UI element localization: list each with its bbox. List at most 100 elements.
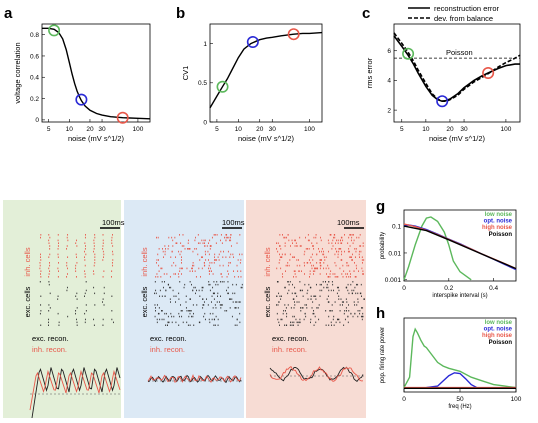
spike-mark-exc <box>189 298 191 300</box>
spike-mark-inh <box>362 270 364 272</box>
spike-mark-inh <box>186 267 188 270</box>
y-tick-label: 0.8 <box>30 32 39 39</box>
spike-mark-exc <box>331 304 333 306</box>
spike-mark-exc <box>292 283 293 286</box>
y-tick-label: 0 <box>203 119 207 126</box>
spike-mark-inh <box>229 256 231 258</box>
spike-mark-inh <box>155 262 157 264</box>
spike-mark-inh <box>111 276 112 278</box>
spike-mark-inh <box>313 264 314 267</box>
spike-mark-exc <box>103 292 105 295</box>
spike-mark-inh <box>350 239 352 242</box>
reconstruction-trace <box>29 369 121 411</box>
spike-mark-inh <box>345 276 347 278</box>
spike-mark-inh <box>240 276 242 278</box>
spike-mark-exc <box>154 315 156 318</box>
spike-mark-inh <box>301 270 302 272</box>
series-line <box>42 27 151 120</box>
spike-mark-inh <box>200 276 201 278</box>
spike-mark-exc <box>331 281 333 283</box>
spike-mark-exc <box>338 289 340 292</box>
spike-mark-inh <box>192 267 193 270</box>
spike-mark-inh <box>40 276 42 278</box>
spike-mark-inh <box>225 236 227 239</box>
spike-mark-exc <box>48 281 50 283</box>
spike-mark-exc <box>199 321 201 324</box>
spike-mark-inh <box>236 264 238 267</box>
spike-mark-exc <box>84 312 86 315</box>
spike-mark-inh <box>58 270 59 272</box>
spike-mark-inh <box>348 236 350 239</box>
spike-mark-inh <box>208 267 209 270</box>
spike-mark-inh <box>158 259 159 261</box>
spike-mark-exc <box>215 307 217 309</box>
spike-mark-inh <box>334 253 336 256</box>
spike-mark-inh <box>330 234 332 236</box>
axes-box-b <box>209 23 323 123</box>
spike-mark-exc <box>360 315 362 318</box>
spike-mark-inh <box>102 250 104 253</box>
spike-mark-inh <box>350 273 351 275</box>
spike-mark-inh <box>85 253 87 256</box>
spike-mark-inh <box>208 242 209 244</box>
spike-mark-exc <box>161 281 163 283</box>
spike-mark-exc <box>294 286 296 289</box>
spike-mark-exc <box>330 310 332 312</box>
spike-mark-inh <box>363 259 365 261</box>
x-tick-label: 30 <box>460 126 468 133</box>
y-tick-label: 0 <box>35 117 39 124</box>
spike-mark-exc <box>297 321 299 324</box>
spike-mark-exc <box>296 295 298 297</box>
spike-mark-inh <box>334 273 336 275</box>
spike-mark-exc <box>188 310 190 312</box>
spike-mark-exc <box>281 318 283 321</box>
spike-mark-inh <box>226 236 228 239</box>
y-axis-label: rms error <box>365 57 374 88</box>
spike-mark-exc <box>347 315 349 318</box>
spike-mark-inh <box>172 239 174 242</box>
spike-mark-inh <box>296 264 298 267</box>
spike-mark-exc <box>293 321 295 324</box>
spike-mark-exc <box>214 304 216 306</box>
spike-mark-inh <box>192 264 193 267</box>
spike-mark-inh <box>291 239 293 242</box>
spike-mark-exc <box>103 286 105 289</box>
spike-mark-exc <box>332 318 334 321</box>
spike-mark-inh <box>327 239 329 242</box>
spike-mark-inh <box>220 234 222 236</box>
spike-mark-inh <box>285 270 286 272</box>
spike-mark-exc <box>305 304 307 306</box>
spike-mark-exc <box>338 298 340 300</box>
spike-mark-exc <box>361 318 363 321</box>
spike-mark-inh <box>192 262 194 264</box>
spike-mark-inh <box>359 245 361 247</box>
spike-mark-inh <box>181 273 182 275</box>
spike-mark-exc <box>164 295 166 297</box>
spike-mark-inh <box>319 259 321 261</box>
spike-mark-inh <box>329 234 331 236</box>
spike-mark-exc <box>211 301 212 303</box>
spike-mark-exc <box>330 289 332 292</box>
spike-mark-inh <box>102 239 104 242</box>
spike-mark-inh <box>341 250 343 253</box>
spike-mark-inh <box>342 239 344 242</box>
spike-mark-inh <box>319 264 321 267</box>
spike-mark-inh <box>209 262 211 264</box>
spike-mark-exc <box>335 321 337 324</box>
spike-mark-inh <box>230 234 232 236</box>
spike-mark-inh <box>308 239 310 242</box>
spike-mark-exc <box>299 289 301 292</box>
spike-mark-inh <box>343 250 345 253</box>
spike-mark-exc <box>168 283 169 286</box>
spike-mark-exc <box>220 304 222 306</box>
exc-cells-label-d: exc. cells <box>23 286 32 317</box>
spike-mark-inh <box>358 236 360 239</box>
spike-mark-inh <box>299 236 301 239</box>
spike-mark-inh <box>169 276 171 278</box>
spike-mark-exc <box>187 324 189 326</box>
spike-mark-inh <box>309 270 311 272</box>
spike-mark-inh <box>215 242 217 244</box>
spike-mark-inh <box>39 267 41 270</box>
spike-mark-inh <box>328 242 330 244</box>
spike-mark-inh <box>294 273 296 275</box>
